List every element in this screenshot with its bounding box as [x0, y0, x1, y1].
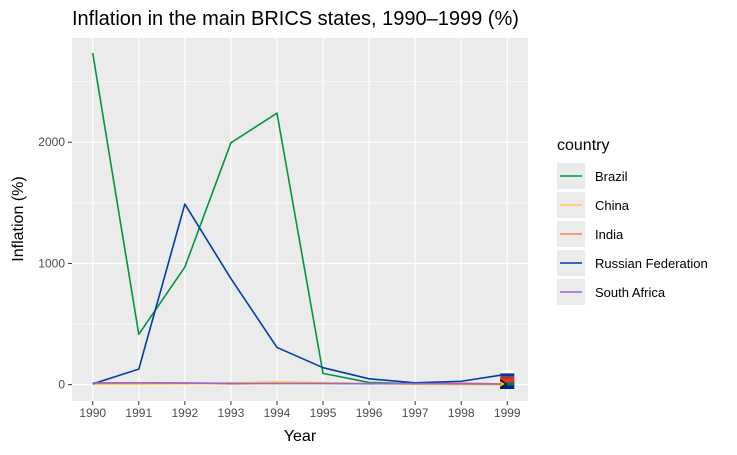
series-line-china	[92, 380, 508, 386]
flag-icons	[500, 370, 515, 389]
major-gridlines	[72, 38, 528, 401]
series-layer	[91, 53, 508, 386]
legend: country Brazil China India Russian Federati…	[557, 137, 737, 332]
y-tick-label: 1000	[38, 256, 65, 270]
legend-label: South Africa	[595, 285, 666, 300]
x-axis: 1990 1991 1992 1993 1994 1995 1996 1997 1998 1999	[79, 401, 521, 420]
x-tick-label: 1997	[402, 406, 429, 420]
flag-russia-icon	[500, 370, 515, 380]
y-tick-label: 0	[58, 378, 65, 392]
x-tick-label: 1993	[218, 406, 245, 420]
x-tick-label: 1995	[310, 406, 337, 420]
flag-south-africa-icon	[500, 379, 515, 389]
series-line-russian-federation	[92, 203, 508, 385]
y-tick-label: 2000	[38, 135, 65, 149]
x-tick-label: 1990	[79, 406, 106, 420]
y-axis-title: Inflation (%)	[10, 176, 27, 261]
legend-label: Russian Federation	[595, 256, 708, 271]
y-axis: 0 1000 2000	[38, 135, 72, 392]
legend-label: Brazil	[595, 169, 628, 184]
x-tick-label: 1998	[448, 406, 475, 420]
series-line-south-africa	[92, 382, 508, 385]
legend-label: China	[595, 198, 630, 213]
x-tick-label: 1996	[356, 406, 383, 420]
legend-background	[557, 160, 737, 332]
minor-gridlines	[72, 81, 528, 325]
legend-title: country	[557, 137, 609, 154]
legend-label: India	[595, 227, 624, 242]
plot-panel	[72, 38, 528, 401]
x-tick-label: 1992	[171, 406, 198, 420]
x-tick-label: 1994	[264, 406, 291, 420]
chart-title: Inflation in the main BRICS states, 1990…	[72, 8, 519, 30]
x-tick-label: 1999	[494, 406, 521, 420]
x-tick-label: 1991	[125, 406, 152, 420]
x-axis-title: Year	[284, 428, 317, 445]
